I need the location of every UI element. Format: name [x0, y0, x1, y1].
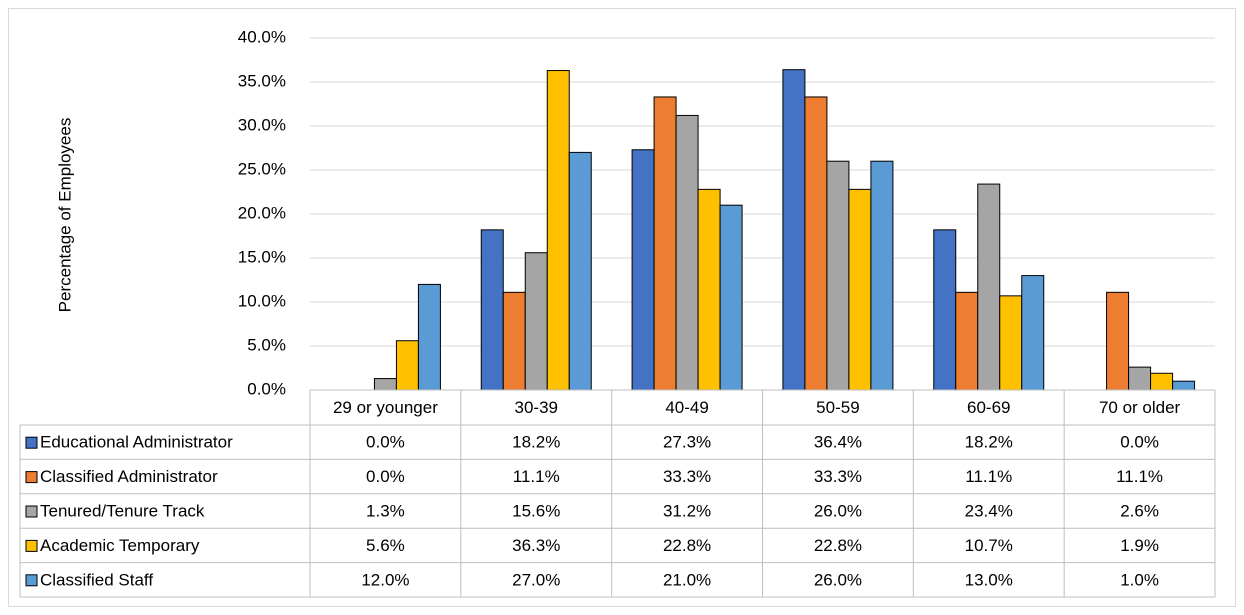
table-value: 21.0% — [663, 570, 711, 589]
bar — [999, 295, 1023, 391]
legend-label: Tenured/Tenure Track — [40, 501, 205, 520]
table-value: 36.4% — [814, 433, 862, 452]
table-value: 27.0% — [512, 570, 560, 589]
y-tick-label: 20.0% — [238, 203, 286, 222]
table-value: 23.4% — [965, 501, 1013, 520]
x-tick-label: 30-39 — [515, 398, 558, 417]
table-value: 26.0% — [814, 501, 862, 520]
table-value: 11.1% — [1116, 467, 1163, 486]
legend-key — [25, 574, 38, 587]
x-tick-label: 60-69 — [967, 398, 1010, 417]
bar — [1150, 372, 1174, 391]
table-value: 27.3% — [663, 433, 711, 452]
table-value: 26.0% — [814, 570, 862, 589]
bar — [546, 70, 570, 391]
table-value: 22.8% — [814, 536, 862, 555]
table-value: 11.1% — [965, 467, 1012, 486]
bar — [568, 151, 592, 391]
bar — [955, 291, 979, 391]
table-value: 13.0% — [965, 570, 1013, 589]
bar — [782, 69, 806, 391]
table-value: 15.6% — [512, 501, 560, 520]
y-tick-label: 15.0% — [238, 247, 286, 266]
table-value: 1.0% — [1120, 570, 1159, 589]
table-value: 0.0% — [366, 467, 405, 486]
table-value: 5.6% — [366, 536, 405, 555]
table-value: 18.2% — [512, 433, 560, 452]
table-value: 1.3% — [366, 501, 405, 520]
bar — [977, 183, 1001, 391]
bar — [675, 114, 699, 391]
bar — [870, 160, 894, 391]
bar — [719, 204, 743, 391]
y-tick-label: 10.0% — [238, 291, 286, 310]
y-tick-label: 25.0% — [238, 159, 286, 178]
bar — [933, 229, 957, 391]
legend-label: Academic Temporary — [40, 536, 200, 555]
bar — [826, 160, 850, 391]
table-value: 33.3% — [663, 467, 711, 486]
table-value: 2.6% — [1120, 501, 1159, 520]
bar — [417, 283, 441, 391]
y-tick-label: 30.0% — [238, 115, 286, 134]
x-tick-label: 29 or younger — [333, 398, 438, 417]
legend-key — [25, 471, 38, 484]
legend-key — [25, 436, 38, 449]
legend-key — [25, 539, 38, 552]
table-value: 11.1% — [513, 467, 560, 486]
bar — [804, 96, 828, 391]
bar — [1128, 366, 1152, 391]
legend-label: Classified Staff — [40, 570, 153, 589]
table-value: 31.2% — [663, 501, 711, 520]
y-tick-label: 40.0% — [238, 27, 286, 46]
table-value: 33.3% — [814, 467, 862, 486]
bar — [395, 340, 419, 391]
y-tick-label: 35.0% — [238, 71, 286, 90]
y-tick-label: 5.0% — [247, 335, 286, 354]
x-tick-label: 40-49 — [665, 398, 708, 417]
bar — [480, 229, 504, 391]
table-value: 22.8% — [663, 536, 711, 555]
bar — [1106, 291, 1130, 391]
table-value: 12.0% — [361, 570, 409, 589]
x-tick-label: 50-59 — [816, 398, 859, 417]
bar — [653, 96, 677, 391]
table-value: 36.3% — [512, 536, 560, 555]
legend-label: Educational Administrator — [40, 433, 233, 452]
table-value: 10.7% — [965, 536, 1013, 555]
table-value: 1.9% — [1120, 536, 1159, 555]
y-tick-label: 0.0% — [247, 379, 286, 398]
table-value: 0.0% — [1120, 433, 1159, 452]
x-tick-label: 70 or older — [1099, 398, 1181, 417]
bar — [373, 378, 397, 391]
bar — [1021, 275, 1045, 391]
legend-label: Classified Administrator — [40, 467, 218, 486]
bar — [1172, 380, 1196, 391]
bar — [631, 149, 655, 391]
y-axis-label: Percentage of Employees — [55, 118, 74, 313]
table-value: 0.0% — [366, 433, 405, 452]
legend-key — [25, 505, 38, 518]
bar — [848, 188, 872, 391]
bar — [524, 252, 548, 391]
bar — [697, 188, 721, 391]
table-value: 18.2% — [965, 433, 1013, 452]
bar — [502, 291, 526, 391]
